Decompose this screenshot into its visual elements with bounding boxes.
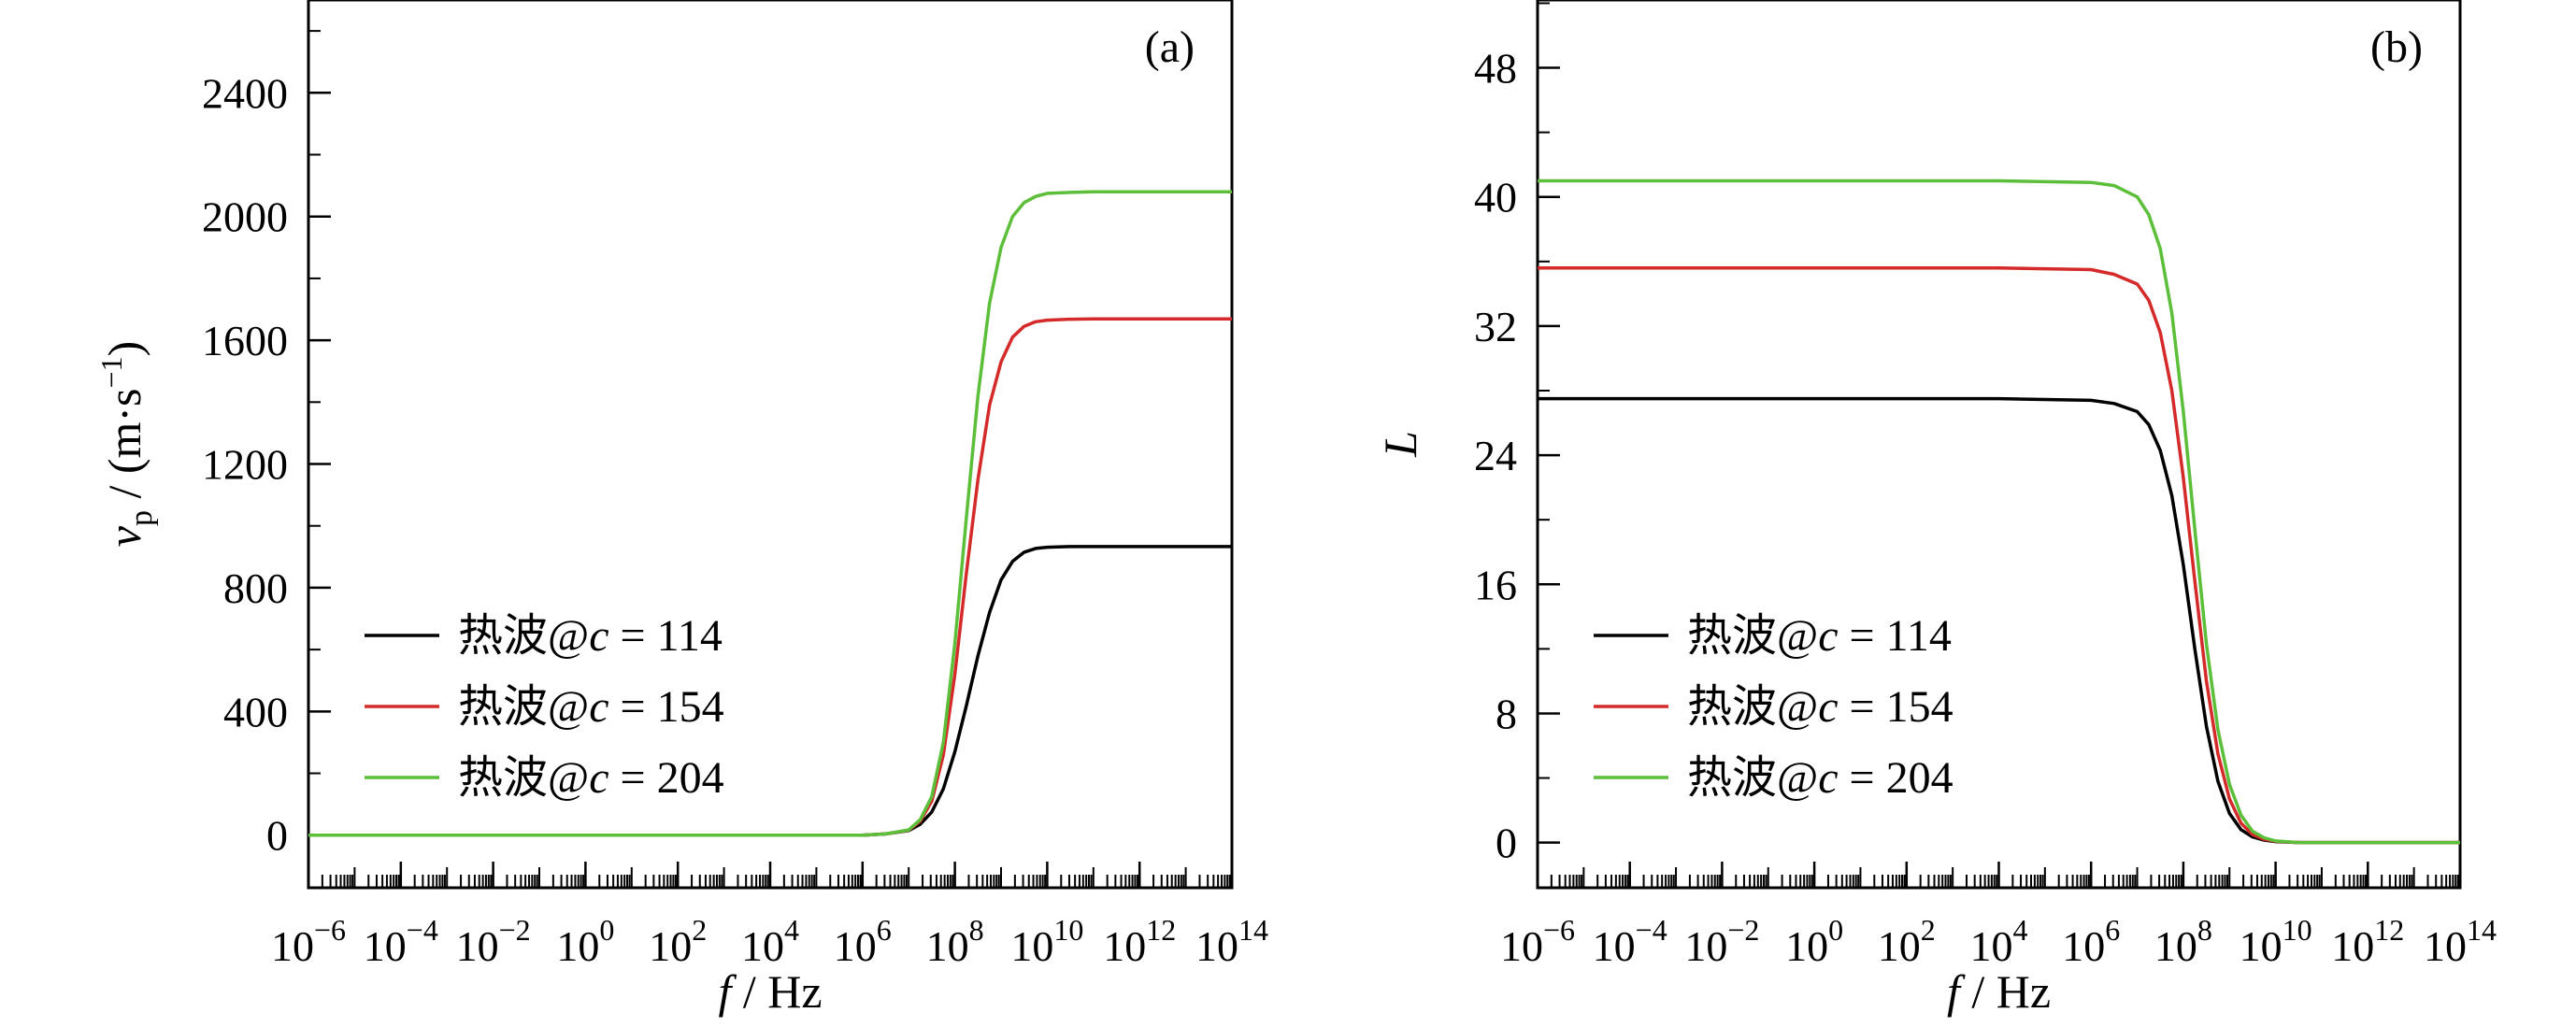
legend-label: 热波@c = 204 — [1687, 753, 1953, 803]
x-tick-label: 102 — [1878, 913, 1936, 970]
y-tick-label: 40 — [1474, 174, 1517, 221]
x-axis-label: f / Hz — [1947, 965, 2051, 1018]
x-tick-label: 10−6 — [1500, 913, 1575, 970]
y-axis-label: vp / (m·s−1) — [94, 341, 159, 547]
x-tick-label: 102 — [649, 913, 707, 970]
x-tick-label: 108 — [2154, 913, 2212, 970]
x-tick-label: 106 — [2062, 913, 2120, 970]
x-tick-label: 1014 — [2424, 913, 2497, 970]
x-tick-label: 104 — [1970, 913, 2028, 970]
x-tick-label: 108 — [926, 913, 984, 970]
x-tick-label: 1012 — [1103, 913, 1176, 970]
x-tick-label: 10−6 — [271, 913, 346, 970]
panel-label: (b) — [2370, 22, 2423, 72]
series-line-3 — [308, 190, 1232, 837]
x-tick-label: 104 — [741, 913, 799, 970]
y-tick-label: 1200 — [202, 441, 288, 489]
legend-label: 热波@c = 114 — [458, 611, 723, 661]
series-line-1 — [308, 545, 1232, 837]
series-line-2 — [308, 317, 1232, 837]
panel-label: (a) — [1145, 22, 1195, 72]
y-tick-label: 32 — [1474, 303, 1517, 350]
y-tick-label: 2000 — [202, 193, 288, 241]
chart-panel-1: 10−6 10−4 10−2 100 102 104 106 108 1010 1012 1014 0… — [94, 0, 1268, 1018]
x-tick-label: 100 — [1785, 913, 1843, 970]
y-tick-label: 16 — [1474, 561, 1517, 608]
y-tick-label: 2400 — [202, 69, 288, 117]
y-tick-label: 800 — [223, 564, 288, 612]
y-tick-label: 400 — [223, 688, 288, 735]
chart-panel-2: 10−6 10−4 10−2 100 102 104 106 108 1010 1012 1014 0… — [1374, 0, 2497, 1018]
x-tick-label: 1012 — [2331, 913, 2404, 970]
y-tick-label: 24 — [1474, 432, 1517, 479]
series-line-3 — [1538, 178, 2460, 845]
legend-label: 热波@c = 154 — [458, 682, 724, 732]
y-tick-label: 8 — [1496, 690, 1517, 737]
y-tick-label: 48 — [1474, 45, 1517, 93]
y-tick-label: 0 — [1496, 820, 1517, 867]
x-tick-label: 10−2 — [1684, 913, 1759, 970]
x-tick-label: 10−4 — [1593, 913, 1667, 970]
x-tick-label: 106 — [834, 913, 892, 970]
y-tick-label: 1600 — [202, 317, 288, 364]
y-axis-label: L — [1374, 431, 1426, 458]
legend-label: 热波@c = 114 — [1687, 611, 1952, 661]
series-line-1 — [1538, 396, 2460, 845]
x-axis-label: f / Hz — [718, 965, 822, 1018]
x-tick-label: 10−2 — [456, 913, 531, 970]
series-line-2 — [1538, 265, 2460, 845]
plot-frame — [307, 0, 1234, 890]
x-tick-label: 1010 — [1010, 913, 1083, 970]
legend-label: 热波@c = 204 — [458, 753, 724, 803]
y-tick-label: 0 — [266, 812, 288, 860]
plot-frame — [1536, 0, 2462, 890]
legend-label: 热波@c = 154 — [1687, 682, 1953, 732]
x-tick-label: 1014 — [1195, 913, 1268, 970]
x-tick-label: 1010 — [2240, 913, 2312, 970]
x-tick-label: 10−4 — [364, 913, 438, 970]
x-tick-label: 100 — [556, 913, 614, 970]
